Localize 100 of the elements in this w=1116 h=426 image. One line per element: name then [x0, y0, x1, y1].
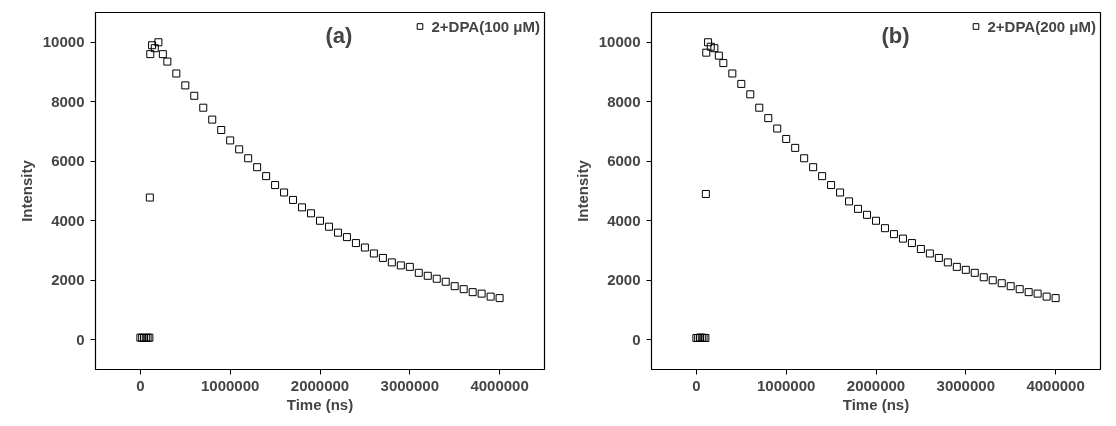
point	[714, 51, 723, 60]
point	[172, 69, 181, 78]
x-tick-label: 0	[692, 376, 701, 394]
y-axis-title: Intensity	[17, 159, 35, 222]
point	[782, 134, 791, 143]
annotation: (b)	[881, 22, 910, 48]
point	[217, 126, 226, 135]
point	[704, 38, 713, 47]
point	[145, 193, 154, 202]
point	[1051, 294, 1060, 303]
point	[952, 262, 961, 271]
y-tick-label: 2000	[51, 271, 85, 289]
y-tick-label: 4000	[51, 211, 85, 229]
point	[298, 203, 307, 212]
y-tick-label: 8000	[607, 92, 641, 110]
point	[791, 143, 800, 152]
point	[208, 115, 217, 124]
point	[316, 216, 324, 225]
x-tick-label: 2000000	[290, 376, 350, 394]
point	[148, 41, 157, 50]
point	[702, 48, 711, 57]
point	[1042, 292, 1051, 301]
y-tick-label: 6000	[51, 152, 85, 170]
point	[226, 136, 235, 145]
point	[719, 59, 728, 68]
point	[1006, 282, 1015, 291]
point	[486, 292, 495, 301]
point	[459, 285, 468, 294]
point	[809, 163, 818, 172]
point	[854, 204, 863, 213]
point	[934, 253, 943, 262]
point	[495, 294, 504, 303]
point	[378, 253, 387, 262]
x-tick-label: 4000000	[470, 376, 529, 394]
point	[333, 228, 342, 237]
point	[262, 172, 271, 181]
point	[468, 288, 477, 297]
point	[872, 216, 880, 225]
point	[271, 181, 280, 190]
y-tick-label: 10000	[42, 33, 85, 51]
x-axis-title: Time (ns)	[286, 395, 354, 413]
point	[898, 234, 907, 243]
point	[253, 163, 262, 172]
point	[146, 50, 155, 59]
point	[961, 265, 970, 274]
x-tick-label: 1000000	[757, 376, 816, 394]
point	[728, 69, 737, 78]
point	[764, 114, 773, 123]
point	[710, 44, 719, 53]
point	[396, 261, 405, 270]
point	[997, 279, 1006, 288]
point	[414, 268, 423, 277]
point	[307, 209, 316, 218]
point	[181, 81, 190, 90]
point	[800, 154, 809, 163]
point	[979, 273, 988, 282]
point	[154, 38, 163, 47]
point	[342, 233, 351, 242]
point	[880, 224, 889, 233]
point	[836, 188, 845, 197]
point	[818, 172, 827, 181]
point	[1024, 288, 1033, 297]
x-tick-label: 3000000	[936, 376, 996, 394]
y-tick-label: 0	[632, 330, 641, 348]
point	[1015, 285, 1024, 294]
y-tick-label: 10000	[598, 33, 641, 51]
point	[360, 243, 369, 252]
point	[889, 230, 898, 239]
point	[432, 274, 441, 283]
point	[863, 210, 872, 219]
point	[1033, 289, 1042, 298]
point	[450, 282, 459, 291]
point	[150, 44, 159, 53]
point	[190, 91, 199, 100]
point	[737, 79, 746, 88]
point	[943, 258, 952, 267]
x-tick-label: 3000000	[380, 376, 440, 394]
point	[351, 239, 360, 248]
point	[925, 249, 934, 258]
point	[441, 277, 450, 286]
annotation: (a)	[325, 22, 353, 48]
point	[369, 249, 378, 258]
point	[827, 181, 836, 190]
point	[845, 197, 854, 206]
y-tick-label: 2000	[607, 271, 641, 289]
point	[746, 90, 755, 99]
point	[199, 103, 208, 112]
y-axis-title: Intensity	[573, 159, 591, 222]
point	[289, 195, 298, 204]
point	[235, 145, 244, 154]
x-tick-label: 0	[136, 376, 145, 394]
point	[988, 276, 997, 285]
y-tick-label: 4000	[607, 211, 641, 229]
legend-label: 2+DPA(200 μM)	[987, 17, 1096, 35]
point	[907, 239, 916, 248]
y-tick-label: 8000	[51, 92, 85, 110]
point	[163, 57, 172, 66]
point	[916, 245, 925, 254]
point	[158, 50, 167, 59]
point	[280, 188, 289, 197]
